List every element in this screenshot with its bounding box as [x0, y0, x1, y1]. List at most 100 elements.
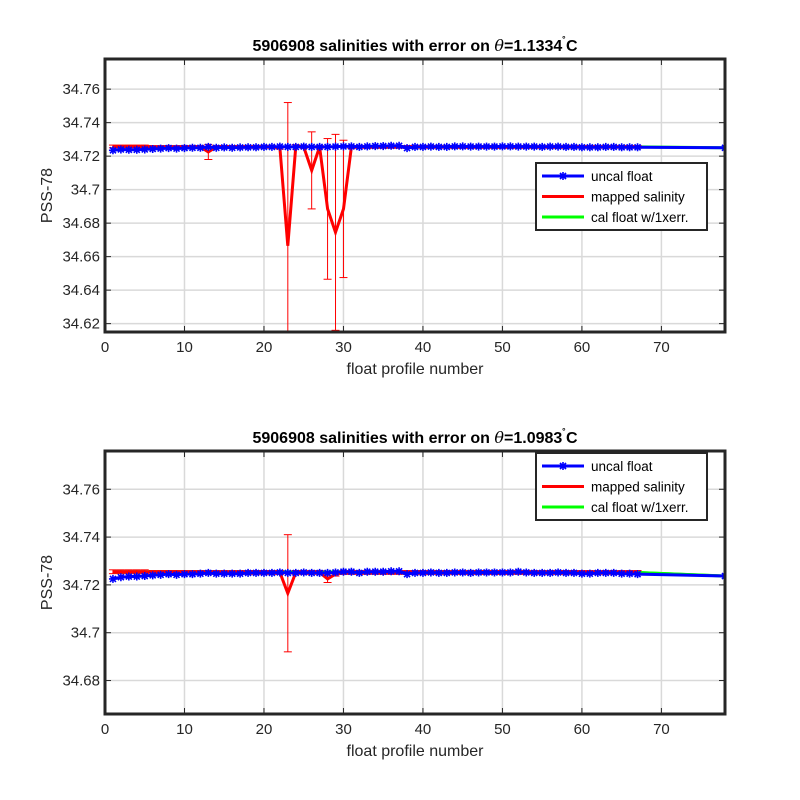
star-marker [275, 568, 284, 577]
star-marker [180, 144, 189, 153]
star-marker [307, 568, 316, 577]
star-marker [458, 142, 467, 151]
star-marker [482, 568, 491, 577]
legend-item: cal float w/1xerr. [542, 500, 689, 515]
x-tick-label: 50 [494, 721, 511, 738]
star-marker [577, 569, 586, 578]
star-marker [426, 568, 435, 577]
legend-label: uncal float [591, 169, 653, 184]
title-unit: C [566, 38, 578, 55]
legend-star-marker [559, 172, 567, 180]
y-axis-label: PSS-78 [39, 168, 56, 223]
star-marker [244, 143, 253, 152]
star-marker [156, 570, 165, 579]
title-unit: C [566, 430, 578, 447]
star-marker [259, 142, 268, 151]
star-marker [132, 572, 141, 581]
star-marker [355, 142, 364, 151]
star-marker [522, 568, 531, 577]
star-marker [466, 142, 475, 151]
star-marker [244, 568, 253, 577]
y-tick-label: 34.72 [62, 148, 100, 165]
series-0 [108, 567, 725, 583]
series-0 [108, 141, 725, 155]
star-marker [252, 568, 261, 577]
star-marker [426, 142, 435, 151]
star-marker [267, 142, 276, 151]
star-marker [236, 143, 245, 152]
legend-item: mapped salinity [542, 190, 685, 205]
title-value: =1.1334 [504, 38, 562, 55]
star-marker [339, 567, 348, 576]
star-marker [307, 142, 316, 151]
star-marker [633, 570, 642, 579]
star-marker [363, 567, 372, 576]
star-marker [315, 568, 324, 577]
y-axis-label: PSS-78 [39, 555, 56, 610]
star-marker [291, 568, 300, 577]
star-marker [538, 142, 547, 151]
star-marker [474, 568, 483, 577]
x-tick-label: 20 [256, 721, 273, 738]
star-marker [482, 142, 491, 151]
star-marker [585, 143, 594, 152]
chart-title: 5906908 salinities with error on θ=1.098… [252, 428, 577, 447]
x-tick-label: 10 [176, 339, 193, 356]
star-marker [124, 145, 133, 154]
x-tick-label: 70 [653, 721, 670, 738]
star-marker [546, 142, 555, 151]
star-marker [220, 143, 229, 152]
star-marker [633, 143, 642, 152]
star-marker [577, 143, 586, 152]
star-marker [418, 142, 427, 151]
y-tick-label: 34.74 [62, 115, 100, 132]
star-marker [371, 142, 380, 151]
legend-item: uncal float [542, 169, 653, 184]
star-marker [395, 567, 404, 576]
star-marker [180, 570, 189, 579]
star-marker [569, 568, 578, 577]
star-marker [172, 144, 181, 153]
x-tick-label: 40 [415, 339, 432, 356]
star-marker [116, 145, 125, 154]
star-marker [617, 569, 626, 578]
star-marker [601, 568, 610, 577]
star-marker [339, 142, 348, 151]
star-marker [252, 143, 261, 152]
star-marker [156, 144, 165, 153]
star-marker [585, 569, 594, 578]
y-tick-label: 34.7 [71, 182, 100, 199]
title-degree: ˚ [562, 36, 566, 48]
star-marker [538, 568, 547, 577]
star-marker [474, 142, 483, 151]
star-marker [220, 569, 229, 578]
star-marker [323, 568, 332, 577]
star-marker [387, 141, 396, 150]
axes-box [103, 57, 727, 334]
star-marker [140, 572, 149, 581]
star-marker [411, 568, 419, 577]
y-tick-label: 34.66 [62, 249, 100, 266]
star-marker [299, 142, 308, 151]
y-tick-label: 34.7 [71, 625, 100, 642]
star-marker [490, 568, 499, 577]
x-axis-label: float profile number [347, 361, 485, 378]
star-marker [450, 142, 459, 151]
chart-2: 0 10 20 30 40 50 60 70 34.68 34.7 34.72 34.74 34.76 f… [39, 428, 727, 760]
star-marker [442, 568, 451, 577]
y-tick-label: 34.72 [62, 577, 100, 594]
chart-title: 5906908 salinities with error on θ=1.133… [252, 36, 577, 55]
title-prefix: 5906908 salinities with error on [252, 38, 494, 55]
star-marker [347, 142, 356, 151]
y-tick-label: 34.76 [62, 81, 100, 98]
star-marker [522, 142, 531, 151]
star-marker [601, 142, 610, 151]
star-marker [355, 568, 364, 577]
star-marker [164, 144, 173, 153]
star-marker [498, 568, 507, 577]
y-tick-label: 34.68 [62, 673, 100, 690]
x-tick-label: 30 [335, 339, 352, 356]
x-tick-label: 70 [653, 339, 670, 356]
y-tick-label: 34.74 [62, 529, 100, 546]
